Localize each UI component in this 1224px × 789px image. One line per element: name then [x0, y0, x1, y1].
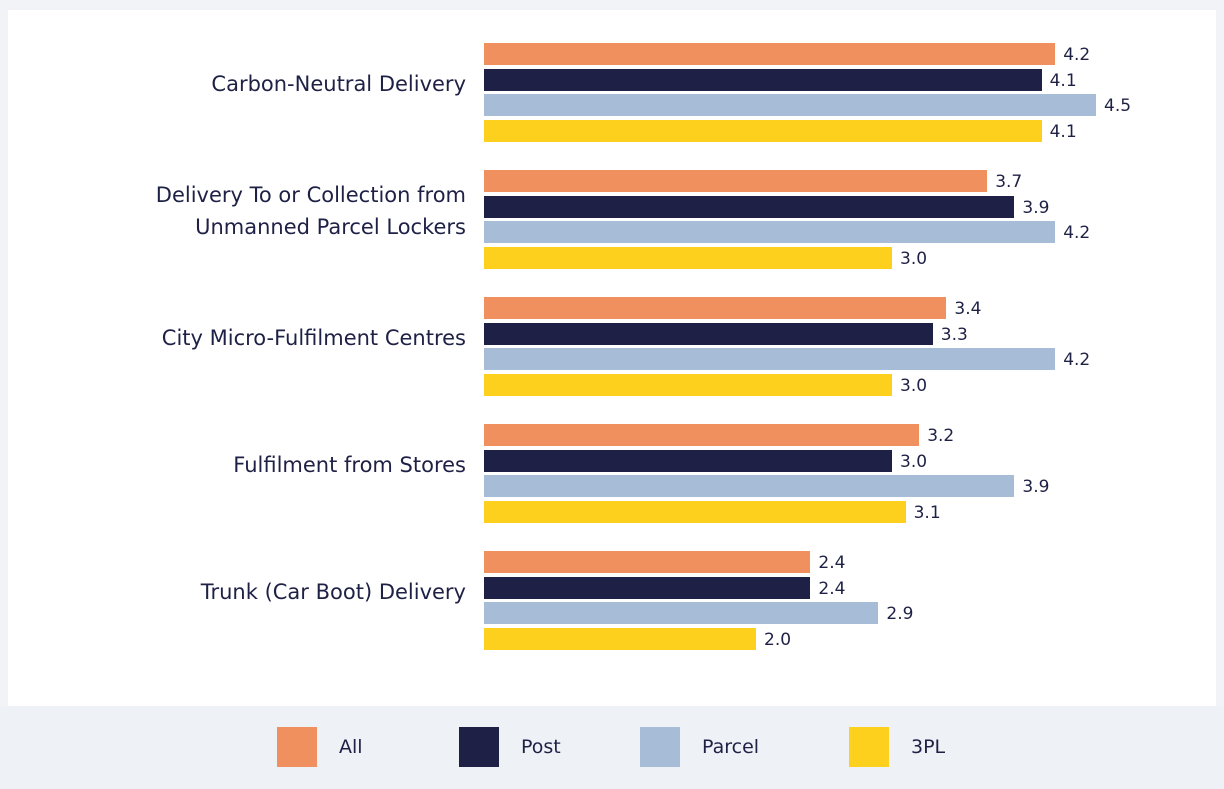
- bar: [484, 373, 892, 396]
- bar: [484, 43, 1056, 65]
- legend-label: 3PL: [911, 736, 946, 758]
- bar: [484, 119, 1042, 142]
- bar: [484, 551, 811, 573]
- legend-swatch: [849, 727, 889, 767]
- value-label: 3.9: [1022, 477, 1050, 497]
- value-label: 3.2: [927, 426, 955, 446]
- value-label: 3.4: [954, 299, 982, 319]
- value-label: 2.0: [764, 629, 792, 650]
- value-label: 2.4: [818, 578, 846, 599]
- category-label: Carbon-Neutral Delivery: [211, 72, 466, 96]
- bar: [484, 221, 1056, 243]
- value-label: 2.4: [818, 553, 846, 573]
- bar: [484, 170, 988, 192]
- category-label: Delivery To or Collection from Unmanned …: [155, 183, 466, 239]
- bar: [484, 576, 811, 599]
- value-label: 4.5: [1104, 96, 1132, 116]
- value-label: 3.0: [900, 248, 928, 269]
- legend-swatch: [277, 727, 317, 767]
- legend-label: Post: [521, 736, 561, 758]
- bar: [484, 500, 906, 523]
- bar: [484, 449, 892, 472]
- value-label: 3.9: [1022, 197, 1050, 218]
- bar: [484, 627, 756, 650]
- bar: [484, 322, 933, 345]
- category-label: Trunk (Car Boot) Delivery: [200, 580, 466, 604]
- value-label: 4.1: [1049, 70, 1077, 91]
- bar: [484, 348, 1056, 370]
- value-label: 3.3: [940, 324, 968, 345]
- bar: [484, 94, 1096, 116]
- value-label: 4.2: [1063, 223, 1091, 243]
- value-label: 3.7: [995, 172, 1023, 192]
- legend: All Post Parcel 3PL: [0, 706, 1224, 789]
- bar: [484, 297, 947, 319]
- value-label: 2.9: [886, 604, 914, 624]
- category-label: City Micro-Fulfilment Centres: [161, 326, 466, 350]
- value-label: 4.2: [1063, 45, 1091, 65]
- value-label: 3.0: [900, 375, 928, 396]
- bar: [484, 602, 879, 624]
- legend-label: Parcel: [702, 736, 760, 758]
- legend-label: All: [339, 736, 363, 758]
- bar: [484, 424, 920, 446]
- bar: [484, 68, 1042, 91]
- value-label: 4.2: [1063, 350, 1091, 370]
- bar: [484, 475, 1015, 497]
- value-label: 3.1: [913, 502, 941, 523]
- bar: [484, 246, 892, 269]
- value-label: 4.1: [1049, 121, 1077, 142]
- category-label: Fulfilment from Stores: [233, 453, 466, 477]
- legend-swatch: [640, 727, 680, 767]
- value-label: 3.0: [900, 451, 928, 472]
- bar: [484, 195, 1015, 218]
- legend-swatch: [459, 727, 499, 767]
